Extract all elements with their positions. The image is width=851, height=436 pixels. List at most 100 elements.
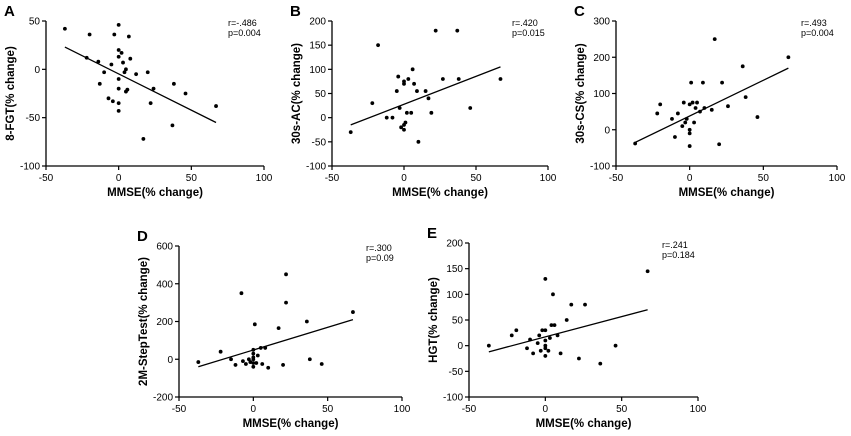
data-point (399, 125, 404, 130)
data-point (743, 95, 748, 100)
y-tick-label: 100 (593, 89, 610, 100)
y-tick-label: 200 (593, 53, 610, 64)
y-tick-label: -100 (590, 162, 610, 173)
data-point (233, 363, 238, 367)
data-point (263, 346, 268, 350)
data-point (455, 28, 460, 33)
data-point (633, 141, 638, 146)
x-tick-label: -50 (325, 173, 340, 184)
data-point (543, 346, 548, 351)
data-point (440, 77, 445, 81)
data-point (531, 351, 536, 356)
y-tick-label: 50 (452, 316, 464, 327)
x-tick-label: 0 (687, 173, 693, 184)
data-point (252, 322, 257, 327)
data-point (687, 144, 692, 148)
data-point (583, 302, 587, 307)
y-tick-label: 50 (29, 17, 41, 28)
data-point (151, 86, 156, 91)
data-point (241, 359, 245, 364)
y-tick-label: 50 (315, 89, 327, 100)
data-point (702, 106, 707, 110)
x-tick-label: 100 (256, 173, 273, 184)
data-point (403, 120, 408, 125)
x-tick-label: 0 (401, 173, 407, 184)
data-point (717, 142, 722, 147)
x-tick-label: 100 (394, 404, 411, 415)
data-point (248, 360, 253, 364)
data-point (251, 364, 256, 369)
data-point (402, 127, 406, 132)
x-axis-title: MMSE(% change) (107, 187, 203, 199)
data-point (370, 101, 375, 106)
data-point (552, 323, 557, 328)
data-point (351, 310, 355, 314)
data-point (116, 109, 121, 113)
x-axis-title: MMSE(% change) (392, 187, 488, 199)
data-point (406, 77, 411, 81)
y-tick-label: 0 (457, 341, 463, 352)
data-point (558, 351, 563, 356)
data-point (537, 333, 542, 338)
data-point (543, 328, 548, 333)
data-point (569, 302, 574, 307)
regression-line (198, 318, 354, 368)
data-point (214, 104, 218, 108)
data-point (116, 101, 121, 106)
data-point (538, 348, 543, 353)
x-tick-label: -50 (609, 173, 624, 184)
y-axis-title: 2M-StepTest(% change) (138, 257, 150, 386)
panel-letter-d: D (137, 228, 148, 245)
data-point (577, 356, 581, 361)
data-point (122, 70, 127, 75)
data-point (145, 70, 150, 75)
data-point (125, 87, 130, 92)
data-point (548, 336, 552, 340)
data-point (87, 32, 92, 37)
data-point (655, 111, 660, 116)
data-point (687, 102, 692, 107)
data-point (549, 323, 554, 328)
panel-letter-b: B (290, 3, 301, 20)
data-point (171, 81, 176, 86)
data-point (675, 111, 680, 116)
data-point (116, 86, 121, 91)
y-tick-label: -200 (153, 393, 173, 404)
data-point (525, 346, 529, 351)
data-point (701, 80, 705, 85)
data-point (709, 107, 714, 112)
p-value-label: p=0.015 (512, 28, 545, 38)
data-point (528, 337, 532, 342)
p-value-label: p=0.004 (228, 28, 261, 38)
y-tick-label: -100 (306, 162, 326, 173)
y-tick-label: -50 (312, 137, 327, 148)
y-tick-label: -100 (20, 162, 40, 173)
data-point (251, 351, 256, 356)
data-point (740, 64, 745, 69)
r-value-label: r=.420 (512, 18, 538, 28)
y-tick-label: 150 (446, 264, 463, 275)
data-point (260, 362, 265, 366)
y-tick-label: 100 (446, 290, 463, 301)
x-tick-label: -50 (39, 173, 54, 184)
x-tick-label: 100 (829, 173, 846, 184)
data-point (281, 363, 285, 367)
data-point (84, 55, 89, 60)
data-point (126, 34, 131, 39)
data-point (196, 360, 201, 364)
data-point (255, 353, 260, 358)
data-point (673, 135, 677, 139)
data-point (284, 300, 288, 305)
y-tick-label: 0 (320, 113, 326, 124)
data-point (254, 361, 259, 365)
data-point (543, 277, 548, 281)
data-point (598, 361, 603, 366)
data-point (97, 81, 102, 86)
data-point (543, 338, 548, 343)
data-point (416, 139, 421, 144)
y-axis-title: 30s-CS(% change) (575, 43, 587, 144)
data-point (102, 70, 107, 75)
p-value-label: p=0.184 (662, 250, 695, 260)
data-point (116, 48, 121, 52)
data-point (680, 124, 685, 129)
